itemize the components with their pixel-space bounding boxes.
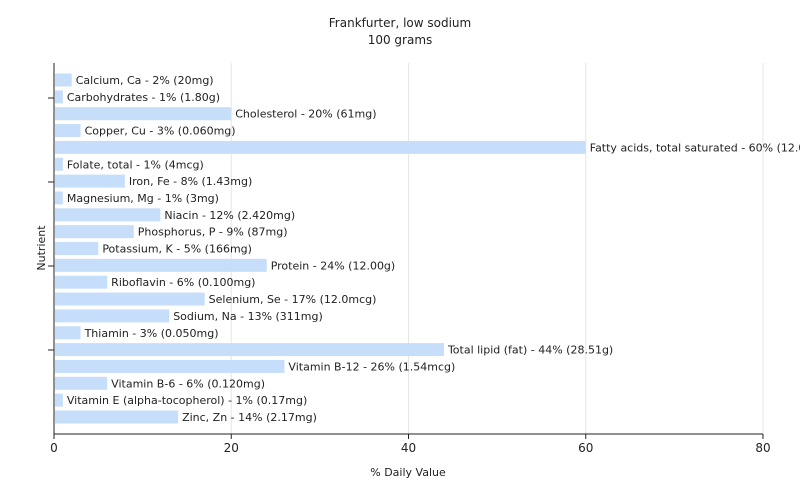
axes: 0 20 40 60 80 — [48, 63, 771, 455]
bar — [55, 410, 179, 424]
bar-label: Copper, Cu - 3% (0.060mg) — [85, 125, 236, 138]
chart-title: Frankfurter, low sodium — [329, 16, 471, 30]
bar-label: Thiamin - 3% (0.050mg) — [84, 327, 219, 340]
bar — [55, 393, 63, 407]
bar-label: Phosphorus, P - 9% (87mg) — [138, 226, 288, 239]
bar-label: Vitamin B-6 - 6% (0.120mg) — [111, 377, 265, 390]
bar — [55, 174, 125, 188]
x-tick-label: 0 — [50, 441, 58, 455]
bars — [55, 73, 586, 424]
bar — [55, 326, 81, 340]
bar-label: Total lipid (fat) - 44% (28.51g) — [447, 344, 613, 357]
bar — [55, 376, 108, 390]
bar-label: Magnesium, Mg - 1% (3mg) — [67, 192, 219, 205]
bar-label: Potassium, K - 5% (166mg) — [102, 243, 252, 256]
bar — [55, 242, 99, 255]
bar — [55, 359, 285, 373]
bar-label: Folate, total - 1% (4mcg) — [67, 158, 204, 171]
x-tick-label: 60 — [578, 441, 593, 455]
bar-label: Carbohydrates - 1% (1.80g) — [67, 91, 220, 104]
bar — [55, 309, 170, 323]
bar-labels: Calcium, Ca - 2% (20mg) Carbohydrates - 1… — [67, 74, 800, 424]
bar-label: Riboflavin - 6% (0.100mg) — [111, 276, 255, 289]
bar-label: Zinc, Zn - 14% (2.17mg) — [182, 411, 317, 424]
bar — [55, 258, 267, 272]
bar-label: Cholesterol - 20% (61mg) — [235, 108, 376, 121]
bar — [55, 292, 205, 306]
bar — [55, 140, 586, 154]
bar-label: Fatty acids, total saturated - 60% (12.0… — [590, 141, 800, 154]
bar — [55, 343, 444, 357]
bar — [55, 275, 108, 289]
bar — [55, 157, 63, 171]
y-axis-label: Nutrient — [35, 225, 48, 271]
x-tick-label: 20 — [224, 441, 239, 455]
bar-label: Protein - 24% (12.00g) — [271, 259, 396, 272]
bar-label: Sodium, Na - 13% (311mg) — [173, 310, 323, 323]
bar-label: Vitamin E (alpha-tocopherol) - 1% (0.17m… — [67, 394, 307, 407]
x-axis-label: % Daily Value — [370, 466, 446, 479]
chart-subtitle: 100 grams — [368, 33, 433, 47]
bar — [55, 73, 72, 87]
bar — [55, 191, 63, 205]
x-tick-label: 80 — [755, 441, 770, 455]
bar — [55, 208, 161, 222]
bar-label: Iron, Fe - 8% (1.43mg) — [129, 175, 252, 188]
bar-label: Vitamin B-12 - 26% (1.54mcg) — [288, 360, 455, 373]
x-tick-label: 40 — [401, 441, 416, 455]
bar-label: Niacin - 12% (2.420mg) — [164, 209, 295, 222]
bar — [55, 124, 81, 138]
bar — [55, 90, 63, 104]
bar-label: Selenium, Se - 17% (12.0mcg) — [209, 293, 377, 306]
bar — [55, 225, 134, 239]
bar-label: Calcium, Ca - 2% (20mg) — [76, 74, 214, 87]
bar — [55, 107, 232, 121]
